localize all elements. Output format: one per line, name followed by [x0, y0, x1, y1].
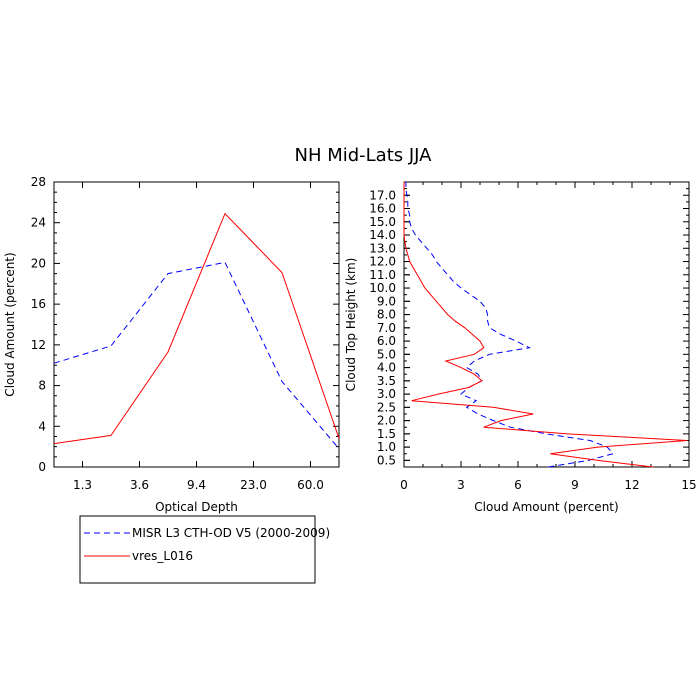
right-series-line-1	[403, 182, 688, 468]
right-ytick-label: 7.0	[377, 321, 396, 335]
left-ytick-label: 20	[31, 256, 46, 270]
left-series-line-1	[53, 212, 340, 445]
right-xtick-label: 6	[514, 478, 522, 492]
left-ytick-label: 0	[38, 460, 46, 474]
right-xtick-label: 15	[681, 478, 696, 492]
right-ytick-label: 16.0	[369, 202, 396, 216]
right-ytick-label: 0.5	[377, 453, 396, 467]
legend-box	[79, 515, 316, 584]
right-ytick-label: 3.0	[377, 387, 396, 401]
left-ytick-label: 28	[31, 175, 46, 189]
right-ytick-label: 4.0	[377, 361, 396, 375]
left-xtick-label: 3.6	[130, 478, 149, 492]
left-xtick-label: 23.0	[240, 478, 267, 492]
right-ytick-label: 12.0	[369, 255, 396, 269]
right-ytick-label: 9.0	[377, 294, 396, 308]
left-ytick-label: 24	[31, 216, 46, 230]
right-yaxis-label: Cloud Top Height (km)	[344, 258, 358, 392]
right-ytick-label: 3.5	[377, 374, 396, 388]
right-ytick-label: 6.0	[377, 334, 396, 348]
left-ytick-label: 12	[31, 338, 46, 352]
right-plot-frame	[403, 181, 690, 468]
right-ytick-label: 11.0	[369, 268, 396, 282]
left-series-line-0	[53, 261, 340, 450]
right-ytick-label: 2.0	[377, 414, 396, 428]
right-ytick-label: 13.0	[369, 241, 396, 255]
left-ytick-label: 8	[38, 379, 46, 393]
right-ytick-label: 1.0	[377, 440, 396, 454]
right-xtick-label: 0	[400, 478, 408, 492]
right-ytick-label: 1.5	[377, 427, 396, 441]
legend-label-misr: MISR L3 CTH-OD V5 (2000-2009)	[132, 526, 330, 540]
left-xtick-label: 60.0	[297, 478, 324, 492]
right-ytick-label: 2.5	[377, 400, 396, 414]
right-ytick-label: 17.0	[369, 188, 396, 202]
left-yaxis-label: Cloud Amount (percent)	[3, 252, 17, 396]
right-xaxis-label: Cloud Amount (percent)	[474, 500, 618, 514]
left-xtick-label: 9.4	[187, 478, 206, 492]
left-xaxis-label: Optical Depth	[155, 500, 238, 514]
right-ytick-label: 15.0	[369, 215, 396, 229]
legend-label-vres: vres_L016	[132, 549, 193, 563]
chart-title: NH Mid-Lats JJA	[294, 145, 432, 166]
right-ytick-label: 14.0	[369, 228, 396, 242]
right-xtick-label: 9	[571, 478, 579, 492]
left-panel-optical-depth: 0 4 8 12 16 20 24 28 1.3 3.6 9.4 23.0 60.0 Optical De…	[3, 175, 340, 514]
right-xtick-label: 3	[457, 478, 465, 492]
right-xtick-label: 12	[624, 478, 639, 492]
right-ytick-label: 10.0	[369, 281, 396, 295]
left-ytick-label: 4	[38, 419, 46, 433]
right-panel-cloud-top-height: 0 3 6 9 12 15 0.51.01.52.02.53.03.54.05.06.07.…	[344, 181, 697, 514]
right-ytick-label: 8.0	[377, 308, 396, 322]
right-ytick-label: 5.0	[377, 347, 396, 361]
legend-item-vres: vres_L016	[84, 549, 193, 563]
legend-item-misr: MISR L3 CTH-OD V5 (2000-2009)	[84, 526, 330, 540]
left-xtick-label: 1.3	[73, 478, 92, 492]
legend: MISR L3 CTH-OD V5 (2000-2009) vres_L016	[79, 515, 330, 584]
left-ytick-label: 16	[31, 297, 46, 311]
right-series-line-0	[405, 182, 614, 468]
